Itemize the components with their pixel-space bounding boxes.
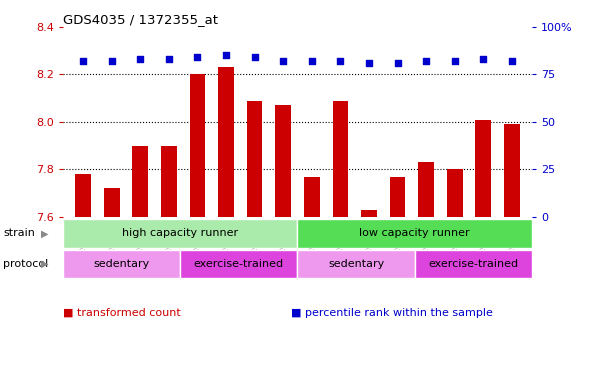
Point bbox=[450, 58, 460, 64]
Bar bbox=[475, 119, 491, 217]
Text: GDS4035 / 1372355_at: GDS4035 / 1372355_at bbox=[63, 13, 218, 26]
Bar bbox=[63, 250, 180, 278]
Bar bbox=[218, 67, 234, 217]
Bar bbox=[304, 177, 320, 217]
Text: ▶: ▶ bbox=[41, 228, 49, 238]
Text: ■ percentile rank within the sample: ■ percentile rank within the sample bbox=[291, 308, 493, 318]
Text: sedentary: sedentary bbox=[94, 259, 150, 269]
Point bbox=[164, 56, 174, 62]
Text: sedentary: sedentary bbox=[328, 259, 384, 269]
Bar bbox=[332, 101, 348, 217]
Bar bbox=[180, 250, 297, 278]
Bar bbox=[189, 74, 206, 217]
Text: low capacity runner: low capacity runner bbox=[359, 228, 470, 238]
Point bbox=[193, 54, 203, 60]
Bar bbox=[418, 162, 434, 217]
Point bbox=[278, 58, 288, 64]
Point bbox=[507, 58, 517, 64]
Bar bbox=[161, 146, 177, 217]
Bar bbox=[415, 250, 532, 278]
Point bbox=[107, 58, 117, 64]
Bar bbox=[297, 219, 532, 248]
Bar bbox=[63, 219, 297, 248]
Bar bbox=[447, 169, 463, 217]
Point bbox=[221, 52, 231, 58]
Text: ▶: ▶ bbox=[41, 259, 49, 269]
Bar bbox=[504, 124, 520, 217]
Bar bbox=[132, 146, 148, 217]
Point bbox=[478, 56, 488, 62]
Text: protocol: protocol bbox=[3, 259, 48, 269]
Bar bbox=[104, 189, 120, 217]
Bar bbox=[75, 174, 91, 217]
Point bbox=[307, 58, 317, 64]
Point bbox=[135, 56, 145, 62]
Bar bbox=[247, 101, 263, 217]
Bar bbox=[361, 210, 377, 217]
Bar bbox=[389, 177, 406, 217]
Point bbox=[78, 58, 88, 64]
Point bbox=[335, 58, 345, 64]
Text: exercise-trained: exercise-trained bbox=[194, 259, 284, 269]
Point bbox=[364, 60, 374, 66]
Point bbox=[392, 60, 402, 66]
Point bbox=[250, 54, 260, 60]
Bar bbox=[275, 105, 291, 217]
Text: strain: strain bbox=[3, 228, 35, 238]
Text: exercise-trained: exercise-trained bbox=[429, 259, 518, 269]
Text: high capacity runner: high capacity runner bbox=[122, 228, 239, 238]
Bar bbox=[297, 250, 415, 278]
Point bbox=[421, 58, 431, 64]
Text: ■ transformed count: ■ transformed count bbox=[63, 308, 181, 318]
